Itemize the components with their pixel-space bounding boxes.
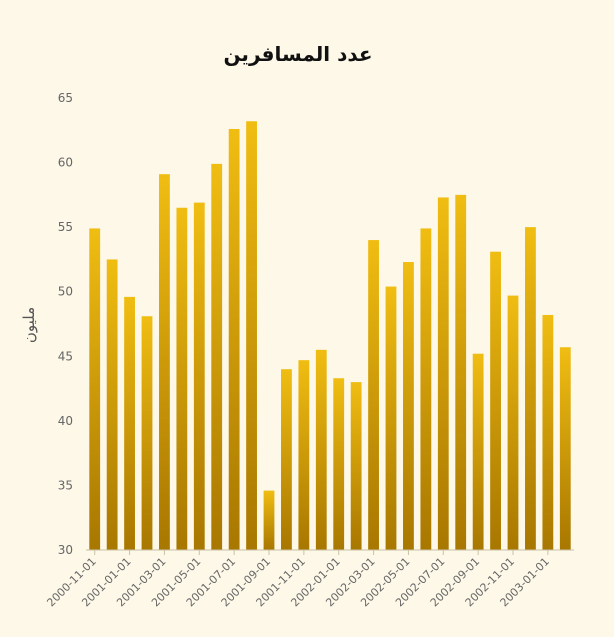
bar-2001-12-01 [315, 349, 327, 550]
bar-2002-07-01 [437, 197, 449, 550]
bar-2001-10-01 [281, 369, 292, 550]
y-tick-label: 35 [58, 478, 73, 492]
bar-2002-04-01 [385, 286, 397, 550]
chart-title: عدد المسافرين [223, 42, 373, 66]
bar-2000-12-01 [106, 259, 118, 550]
bar-2001-07-01 [228, 128, 240, 550]
bar-2002-02-01 [350, 382, 362, 550]
y-tick-label: 30 [58, 543, 73, 557]
bar-2002-05-01 [403, 262, 414, 550]
bar-2001-09-01 [263, 490, 275, 550]
y-tick-label: 60 [58, 156, 73, 170]
bar-2002-06-01 [420, 228, 432, 551]
bar-2001-03-01 [159, 174, 170, 551]
y-axis-title: مليون [20, 307, 38, 343]
bar-2001-08-01 [246, 121, 257, 550]
bar-2002-12-01 [525, 227, 536, 550]
y-tick-label: 55 [58, 220, 73, 234]
bar-2001-01-01 [124, 296, 135, 550]
y-tick-label: 40 [58, 414, 73, 428]
bar-2001-06-01 [211, 163, 223, 550]
bar-2002-10-01 [490, 251, 501, 550]
bar-2003-02-01 [559, 347, 571, 550]
bar-2002-03-01 [368, 240, 379, 551]
bar-2002-08-01 [455, 194, 467, 550]
bar-2001-02-01 [141, 316, 153, 550]
bar-2000-11-01 [89, 228, 101, 551]
y-tick-label: 50 [58, 285, 73, 299]
bar-2002-11-01 [507, 295, 519, 550]
bar-2001-05-01 [193, 202, 205, 550]
y-tick-label: 65 [58, 91, 73, 105]
bars-layer [89, 121, 571, 551]
bar-2002-09-01 [472, 353, 484, 550]
bar-2001-11-01 [298, 360, 310, 550]
bar-2001-04-01 [176, 207, 188, 550]
bar-2003-01-01 [542, 314, 554, 550]
y-tick-label: 45 [58, 349, 73, 363]
bar-2002-01-01 [333, 378, 345, 550]
